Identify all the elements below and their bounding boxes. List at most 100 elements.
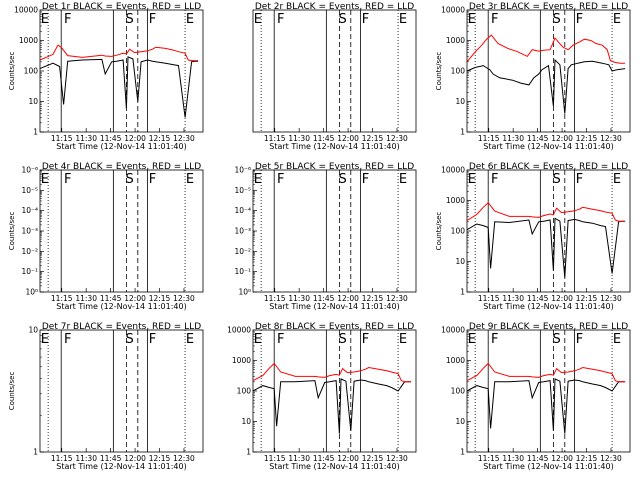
lld-series-line	[252, 362, 412, 383]
y-tick-label: 100	[451, 67, 466, 76]
region-marker-e: E	[613, 332, 621, 347]
x-tick-label: 12:00	[124, 134, 146, 143]
x-tick-label: 12:30	[386, 454, 408, 463]
panel-title: Det 4r BLACK = Events, RED = LLD	[42, 162, 201, 172]
region-marker-e: E	[468, 332, 476, 347]
region-marker-e: E	[613, 172, 621, 187]
x-tick-label: 11:15	[51, 134, 73, 143]
y-tick-label: 10000	[441, 6, 465, 15]
x-tick-label: 11:15	[51, 454, 73, 463]
x-tick-label: 11:45	[100, 294, 122, 303]
region-marker-e: E	[186, 12, 194, 27]
region-marker-s: S	[553, 332, 561, 347]
plot-frame	[466, 169, 631, 293]
y-tick-label: 1000	[446, 36, 465, 45]
panel-det8: Det 8r BLACK = Events, RED = LLD 1 10 100 10…	[227, 322, 417, 471]
plot-frame	[466, 329, 631, 453]
x-tick-label: 11:30	[502, 134, 524, 143]
x-tick-label: 12:15	[576, 454, 598, 463]
y-axis-label: Counts/sec	[8, 372, 16, 411]
region-marker-e: E	[41, 332, 49, 347]
y-tick-label: 100	[237, 387, 252, 396]
y-tick-label: 1	[33, 448, 38, 457]
region-marker-s: S	[553, 172, 561, 187]
panel-det4: Det 4r BLACK = Events, RED = LLD 10⁰ 10⁻¹ 1…	[8, 162, 204, 311]
x-tick-label: 12:30	[386, 134, 408, 143]
x-tick-label: 12:00	[337, 454, 359, 463]
panel-title: Det 9r BLACK = Events, RED = LLD	[469, 322, 628, 332]
x-tick-label: 11:45	[527, 454, 549, 463]
y-axis-label: Counts/sec	[435, 52, 443, 91]
region-marker-f: F	[576, 12, 583, 27]
x-tick-label: 11:30	[288, 294, 310, 303]
region-marker-e: E	[41, 172, 49, 187]
panel-title: Det 6r BLACK = Events, RED = LLD	[469, 162, 628, 172]
panel-det7: Det 7r BLACK = Events, RED = LLD 1 10 Count…	[8, 322, 204, 471]
lld-series-line	[466, 201, 626, 222]
lld-series-line	[466, 34, 626, 64]
x-tick-label: 12:30	[386, 294, 408, 303]
x-tick-label: 11:30	[75, 454, 97, 463]
y-tick-label: 10⁰	[238, 288, 251, 297]
y-axis-label: Counts/sec	[8, 212, 16, 251]
events-series-line	[466, 378, 626, 434]
plot-frame	[39, 9, 204, 133]
region-marker-f: F	[149, 12, 156, 27]
y-tick-label: 10	[241, 417, 251, 426]
y-tick-label: 10⁻⁶	[234, 166, 251, 175]
region-marker-f: F	[491, 332, 498, 347]
y-tick-label: 1	[460, 448, 465, 457]
lld-series-line	[466, 362, 626, 383]
region-marker-s: S	[553, 12, 561, 27]
plot-frame	[252, 169, 417, 293]
y-tick-label: 10000	[441, 166, 465, 175]
y-tick-label: 10	[455, 257, 465, 266]
y-tick-label: 10⁰	[25, 288, 38, 297]
x-tick-label: 12:30	[600, 454, 622, 463]
region-marker-f: F	[362, 12, 369, 27]
region-marker-s: S	[339, 12, 347, 27]
x-tick-label: 12:30	[173, 454, 195, 463]
y-tick-label: 100	[451, 227, 466, 236]
x-tick-label: 11:15	[478, 134, 500, 143]
panel-det1: Det 1r BLACK = Events, RED = LLD 1 10 100 10…	[8, 2, 204, 151]
events-series-line	[466, 217, 626, 278]
x-tick-label: 11:45	[527, 294, 549, 303]
region-marker-e: E	[468, 172, 476, 187]
region-marker-f: F	[64, 172, 71, 187]
x-tick-label: 12:30	[600, 134, 622, 143]
x-tick-label: 11:45	[527, 134, 549, 143]
y-tick-label: 10⁻⁴	[234, 206, 251, 215]
x-axis-label: Start Time (12-Nov-14 11:01:40)	[56, 462, 186, 471]
panel-title: Det 1r BLACK = Events, RED = LLD	[42, 2, 201, 12]
y-tick-label: 10000	[441, 326, 465, 335]
plot-frame	[252, 9, 417, 133]
x-tick-label: 11:30	[75, 294, 97, 303]
x-tick-label: 12:30	[173, 294, 195, 303]
x-tick-label: 12:30	[173, 134, 195, 143]
plot-frame	[39, 169, 204, 293]
y-tick-label: 1	[460, 288, 465, 297]
y-tick-label: 100	[24, 67, 39, 76]
region-marker-s: S	[126, 332, 134, 347]
x-tick-label: 12:30	[600, 294, 622, 303]
region-marker-e: E	[254, 12, 262, 27]
plot-frame	[252, 329, 417, 453]
x-tick-label: 11:45	[313, 454, 335, 463]
x-tick-label: 12:15	[149, 134, 171, 143]
x-tick-label: 11:45	[313, 134, 335, 143]
region-marker-s: S	[339, 332, 347, 347]
x-tick-label: 12:00	[124, 454, 146, 463]
x-tick-label: 11:15	[264, 134, 286, 143]
lld-series-line	[39, 44, 199, 62]
x-axis-label: Start Time (12-Nov-14 11:01:40)	[483, 302, 613, 311]
y-tick-label: 1	[246, 448, 251, 457]
x-tick-label: 12:15	[149, 294, 171, 303]
y-tick-label: 10	[455, 417, 465, 426]
y-tick-label: 10⁻⁴	[21, 206, 38, 215]
events-series-line	[466, 58, 626, 114]
panel-title: Det 7r BLACK = Events, RED = LLD	[42, 322, 201, 332]
region-marker-f: F	[362, 172, 369, 187]
x-axis-label: Start Time (12-Nov-14 11:01:40)	[269, 462, 399, 471]
